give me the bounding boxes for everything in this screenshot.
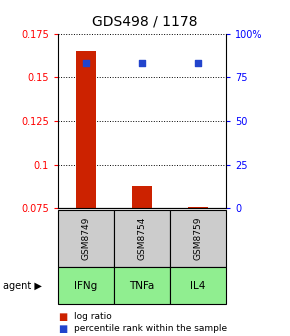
Text: GDS498 / 1178: GDS498 / 1178	[92, 15, 198, 29]
Bar	[188, 207, 208, 208]
Bar	[132, 185, 152, 208]
Text: ■: ■	[58, 324, 67, 334]
Text: GSM8754: GSM8754	[137, 217, 147, 260]
Text: ■: ■	[58, 311, 67, 322]
Text: GSM8759: GSM8759	[194, 217, 203, 260]
Point	[84, 60, 88, 66]
Bar	[76, 51, 96, 208]
Text: IL4: IL4	[191, 281, 206, 291]
Point	[196, 60, 200, 66]
Text: agent ▶: agent ▶	[3, 281, 42, 291]
Text: IFNg: IFNg	[75, 281, 98, 291]
Text: log ratio: log ratio	[74, 312, 112, 321]
Text: GSM8749: GSM8749	[81, 217, 90, 260]
Point	[140, 60, 144, 66]
Text: percentile rank within the sample: percentile rank within the sample	[74, 324, 227, 333]
Text: TNFa: TNFa	[129, 281, 155, 291]
